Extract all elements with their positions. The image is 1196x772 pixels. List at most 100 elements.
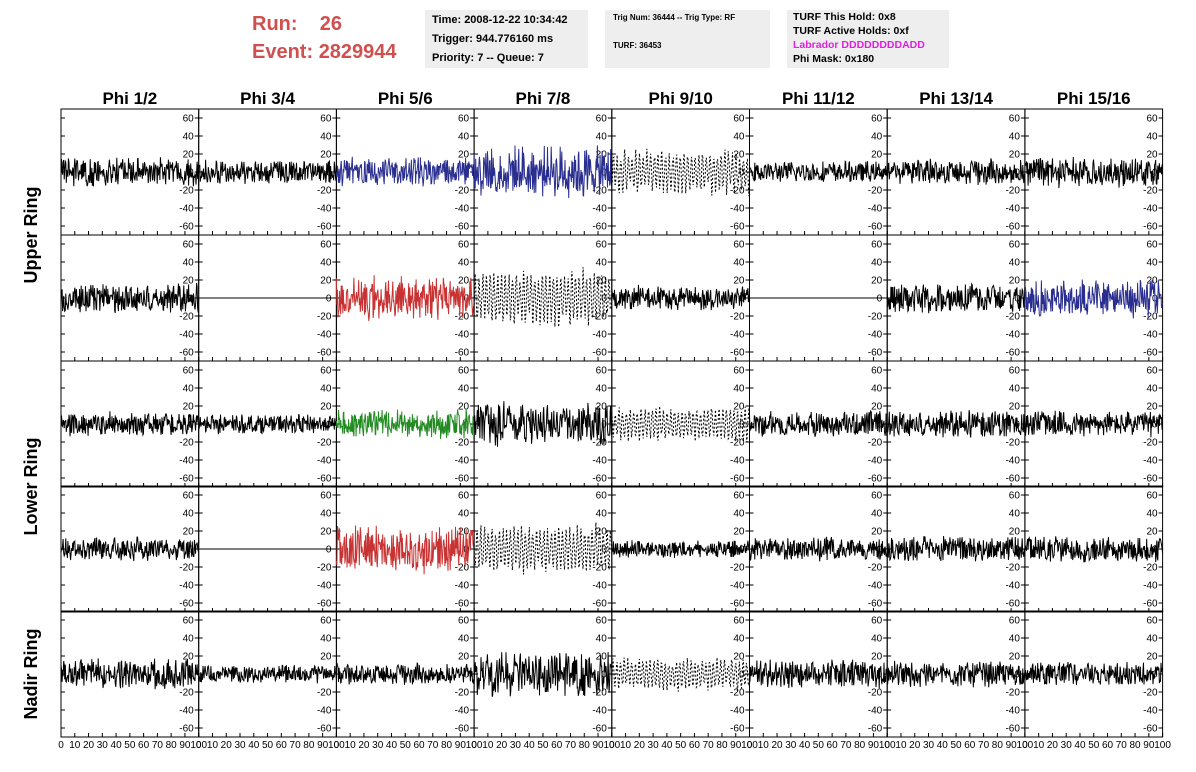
y-tick-label: 40 <box>733 258 745 269</box>
x-tick-label: 10 <box>758 740 770 751</box>
y-tick-label: 40 <box>183 384 195 395</box>
x-tick-label: 60 <box>1102 740 1114 751</box>
y-tick-label: 40 <box>1009 634 1021 645</box>
y-tick-label: 20 <box>320 527 332 538</box>
y-tick-label: 20 <box>733 652 745 663</box>
y-tick-label: 60 <box>596 240 608 251</box>
y-tick-label: 60 <box>458 366 470 377</box>
y-tick-label: 40 <box>596 132 608 143</box>
y-tick-label: 40 <box>458 509 470 520</box>
panel-frame <box>749 485 888 613</box>
y-tick-label: -40 <box>592 330 607 341</box>
y-tick-label: -20 <box>1143 438 1158 449</box>
y-tick-label: 40 <box>320 509 332 520</box>
x-tick-label: 0 <box>884 740 890 751</box>
y-tick-label: -20 <box>1143 688 1158 699</box>
x-tick-label: 20 <box>634 740 646 751</box>
y-tick-label: -60 <box>730 724 745 735</box>
y-tick-label: -20 <box>179 186 194 197</box>
y-tick-label: -40 <box>179 706 194 717</box>
x-tick-label: 80 <box>166 740 178 751</box>
waveform-trace <box>611 406 750 443</box>
y-tick-label: 40 <box>871 132 883 143</box>
y-tick-label: -40 <box>592 204 607 215</box>
y-tick-label: -60 <box>592 222 607 233</box>
y-tick-label: 60 <box>183 616 195 627</box>
y-tick-label: 20 <box>596 276 608 287</box>
y-tick-label: 40 <box>183 634 195 645</box>
y-tick-label: -60 <box>730 599 745 610</box>
x-tick-label: 60 <box>413 740 425 751</box>
run-event-header: Run: 26 Event: 2829944 <box>252 10 397 66</box>
waveform-trace <box>335 156 475 187</box>
x-tick-label: 30 <box>97 740 109 751</box>
y-tick-label: 0 <box>1152 420 1158 431</box>
y-tick-label: 20 <box>183 276 195 287</box>
y-tick-label: -40 <box>317 204 332 215</box>
column-header: Phi 11/12 <box>782 89 855 108</box>
waveform-trace <box>335 408 475 440</box>
y-tick-label: -60 <box>455 474 470 485</box>
x-tick-label: 40 <box>1074 740 1086 751</box>
y-tick-label: -60 <box>592 599 607 610</box>
column-header: Phi 3/4 <box>240 89 295 108</box>
y-tick-label: 40 <box>1146 258 1158 269</box>
y-tick-label: -20 <box>868 312 883 323</box>
x-tick-label: 70 <box>290 740 302 751</box>
waveform-trace <box>611 284 750 311</box>
y-tick-label: -40 <box>730 204 745 215</box>
y-tick-label: 60 <box>1146 114 1158 125</box>
waveform-trace <box>473 401 613 447</box>
waveform-trace <box>198 664 337 684</box>
y-tick-label: -60 <box>1005 724 1020 735</box>
x-tick-label: 100 <box>879 740 896 751</box>
x-tick-label: 90 <box>730 740 742 751</box>
x-tick-label: 20 <box>909 740 921 751</box>
column-header: Phi 7/8 <box>516 89 571 108</box>
y-tick-label: -40 <box>730 456 745 467</box>
y-tick-label: 40 <box>183 258 195 269</box>
y-tick-label: 40 <box>1009 384 1021 395</box>
x-tick-label: 100 <box>328 740 345 751</box>
y-tick-label: -20 <box>730 563 745 574</box>
y-tick-label: -20 <box>179 563 194 574</box>
y-tick-label: -20 <box>455 563 470 574</box>
x-tick-label: 30 <box>1061 740 1073 751</box>
y-tick-label: -20 <box>317 438 332 449</box>
y-tick-label: 40 <box>733 384 745 395</box>
y-tick-label: -60 <box>868 348 883 359</box>
y-tick-label: 20 <box>871 276 883 287</box>
y-tick-label: -40 <box>179 330 194 341</box>
event-line: Event: 2829944 <box>252 38 397 66</box>
y-tick-label: 20 <box>871 527 883 538</box>
y-tick-label: 60 <box>1146 491 1158 502</box>
y-tick-label: -60 <box>868 474 883 485</box>
waveform-trace <box>473 652 613 697</box>
y-tick-label: -40 <box>179 204 194 215</box>
x-tick-label: 50 <box>675 740 687 751</box>
y-tick-label: -20 <box>179 312 194 323</box>
row-group-label: Nadir Ring <box>21 628 41 719</box>
y-tick-label: 20 <box>871 402 883 413</box>
y-tick-label: 60 <box>1146 240 1158 251</box>
y-tick-label: 20 <box>458 402 470 413</box>
x-tick-label: 50 <box>124 740 136 751</box>
y-tick-label: 60 <box>871 491 883 502</box>
y-tick-label: 40 <box>320 634 332 645</box>
x-tick-label: 10 <box>620 740 632 751</box>
x-tick-label: 70 <box>152 740 164 751</box>
y-tick-label: -60 <box>1143 599 1158 610</box>
waveform-trace <box>473 267 613 328</box>
waveform-trace <box>886 282 1026 314</box>
waveform-trace <box>886 660 1026 688</box>
x-tick-label: 100 <box>466 740 483 751</box>
y-tick-label: 20 <box>1009 527 1021 538</box>
y-tick-label: 60 <box>596 366 608 377</box>
waveform-trace <box>749 536 888 562</box>
y-tick-label: -40 <box>592 581 607 592</box>
y-tick-label: 40 <box>733 132 745 143</box>
y-tick-label: 20 <box>733 150 745 161</box>
y-tick-label: -40 <box>455 330 470 341</box>
x-tick-label: 30 <box>648 740 660 751</box>
y-tick-label: -60 <box>1005 222 1020 233</box>
